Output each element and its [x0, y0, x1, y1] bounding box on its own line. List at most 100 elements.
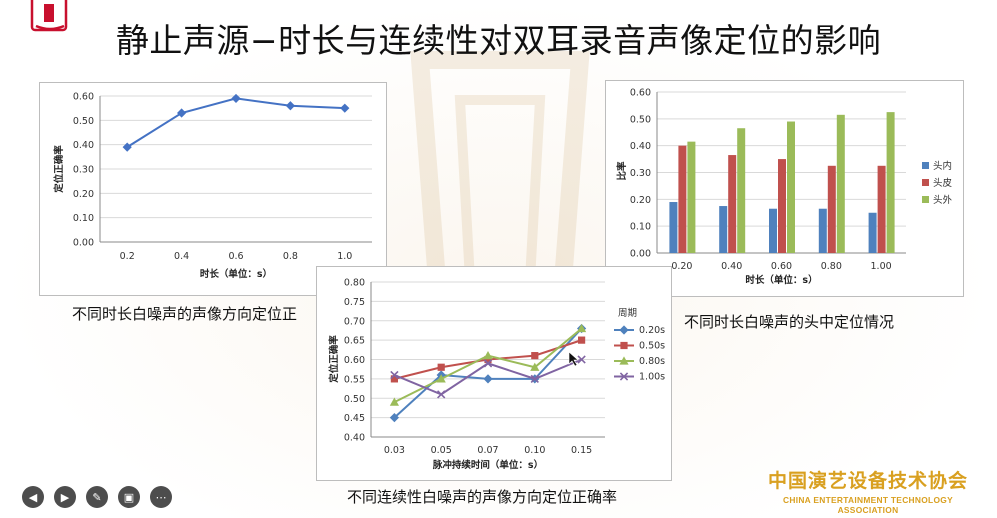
- x-tick-label: 0.15: [571, 445, 592, 456]
- y-tick-label: 0.60: [630, 88, 651, 99]
- chart1-panel: 0.00 0.10 0.20 0.30 0.40 0.50 0.60 定位正确率 0.2 0.4 0…: [39, 82, 387, 296]
- legend-swatch: [922, 162, 929, 169]
- data-point: [390, 375, 398, 383]
- x-tick-label: 1.0: [337, 251, 352, 262]
- series-line: [126, 97, 345, 148]
- y-tick-label: 0.50: [344, 394, 365, 405]
- mouse-cursor-icon: [568, 351, 579, 367]
- x-tick-label: 0.4: [174, 251, 189, 262]
- y-tick-label: 0.00: [73, 238, 94, 249]
- legend-swatch: [922, 196, 929, 203]
- legend-label: 0.20s: [639, 325, 665, 336]
- bar: [836, 114, 845, 253]
- bar: [778, 159, 786, 253]
- org-logo: 中国演艺设备技术协会 CHINA ENTERTAINMENT TECHNOLOG…: [768, 466, 968, 515]
- data-point: [483, 359, 493, 368]
- association-logo-icon: [30, 0, 68, 32]
- y-tick-label: 0.40: [630, 141, 651, 152]
- chart3-panel: 0.40 0.45 0.50 0.55 0.60 0.65 0.70 0.75 0.80 定位正确…: [316, 266, 672, 481]
- y-tick-label: 0.75: [344, 297, 365, 308]
- y-tick-label: 0.40: [73, 140, 94, 151]
- data-point: [578, 336, 586, 344]
- y-tick-label: 0.55: [344, 374, 365, 385]
- y-tick-label: 0.70: [344, 316, 365, 327]
- bar: [886, 112, 895, 253]
- y-tick-label: 0.65: [344, 336, 365, 347]
- series-line: [393, 327, 583, 419]
- chart1-caption: 不同时长白噪声的声像方向定位正: [72, 305, 298, 323]
- more-icon[interactable]: ⋯: [150, 486, 172, 508]
- data-point: [437, 363, 445, 371]
- x-axis-label: 脉冲持续时间（单位：s）: [432, 459, 543, 471]
- x-tick-label: 0.07: [477, 445, 498, 456]
- data-point: [231, 93, 241, 104]
- data-point: [340, 103, 350, 113]
- y-tick-label: 0.30: [630, 168, 651, 179]
- pen-icon[interactable]: ✎: [86, 486, 108, 508]
- bar: [669, 202, 678, 253]
- legend-marker: [619, 356, 629, 365]
- slideshow-toolbar: ◀ ▶ ✎ ▣ ⋯: [22, 486, 172, 508]
- bar: [737, 128, 746, 253]
- legend-title: 周期: [618, 308, 637, 319]
- y-tick-label: 0.50: [73, 116, 94, 127]
- data-point: [483, 374, 493, 384]
- y-tick-label: 0.45: [344, 413, 365, 424]
- chart3-caption: 不同连续性白噪声的声像方向定位正确率: [347, 488, 618, 506]
- data-point: [577, 355, 586, 364]
- x-tick-label: 0.2: [120, 251, 135, 262]
- chart2-panel: 0.00 0.10 0.20 0.30 0.40 0.50 0.60 比率 0.20 0.40 0.…: [605, 80, 964, 297]
- bar: [728, 155, 737, 253]
- y-tick-label: 0.00: [630, 249, 651, 260]
- y-tick-label: 0.60: [344, 355, 365, 366]
- data-point: [483, 351, 493, 360]
- prev-icon[interactable]: ◀: [22, 486, 44, 508]
- bar: [787, 121, 795, 253]
- x-tick-label: 0.05: [431, 445, 452, 456]
- legend-marker: [619, 372, 629, 381]
- data-point: [436, 374, 446, 383]
- y-tick-label: 0.30: [73, 165, 94, 176]
- x-tick-label: 0.10: [524, 445, 545, 456]
- bar: [868, 212, 877, 253]
- legend-label: 0.80s: [639, 356, 665, 367]
- legend-label: 头内: [933, 160, 952, 172]
- bar: [877, 165, 886, 253]
- data-point: [530, 374, 539, 384]
- legend-marker: [619, 325, 629, 335]
- bar: [769, 208, 777, 253]
- chart3-svg: 0.40 0.45 0.50 0.55 0.60 0.65 0.70 0.75 0.80 定位正确…: [328, 278, 665, 472]
- data-point: [122, 142, 132, 152]
- slide-title: 静止声源−时长与连续性对双耳录音声像定位的影响: [115, 21, 882, 60]
- legend-label: 头皮: [933, 177, 953, 189]
- data-point: [577, 323, 587, 333]
- x-axis-label: 时长（单位：s）: [200, 268, 272, 280]
- chart2-caption: 不同时长白噪声的头中定位情况: [684, 313, 895, 331]
- x-tick-label: 0.20: [671, 261, 692, 272]
- x-axis-label: 时长（单位：s）: [745, 274, 817, 286]
- data-point: [177, 108, 187, 118]
- x-tick-label: 0.60: [771, 261, 792, 272]
- bar: [827, 165, 836, 253]
- y-tick-label: 0.40: [344, 433, 365, 444]
- data-point: [531, 352, 539, 360]
- x-tick-label: 1.00: [871, 261, 892, 272]
- chart2-svg: 0.00 0.10 0.20 0.30 0.40 0.50 0.60 比率 0.20 0.40 0.…: [616, 88, 953, 287]
- chart1-svg: 0.00 0.10 0.20 0.30 0.40 0.50 0.60 定位正确率 0.2 0.4 0…: [53, 92, 372, 280]
- y-axis-label: 定位正确率: [328, 335, 340, 384]
- data-point: [390, 370, 399, 380]
- play-icon[interactable]: ▶: [54, 486, 76, 508]
- y-tick-label: 0.10: [630, 222, 651, 233]
- y-axis-label: 比率: [616, 161, 628, 181]
- org-name-cn: 中国演艺设备技术协会: [768, 470, 969, 492]
- bar: [818, 208, 827, 253]
- data-point: [389, 413, 399, 423]
- camera-icon[interactable]: ▣: [118, 486, 140, 508]
- x-tick-label: 0.03: [384, 445, 405, 456]
- legend-swatch: [922, 179, 929, 186]
- y-axis-label: 定位正确率: [53, 145, 65, 194]
- data-point: [285, 101, 295, 111]
- y-tick-label: 0.20: [73, 189, 94, 200]
- x-tick-label: 0.80: [821, 261, 842, 272]
